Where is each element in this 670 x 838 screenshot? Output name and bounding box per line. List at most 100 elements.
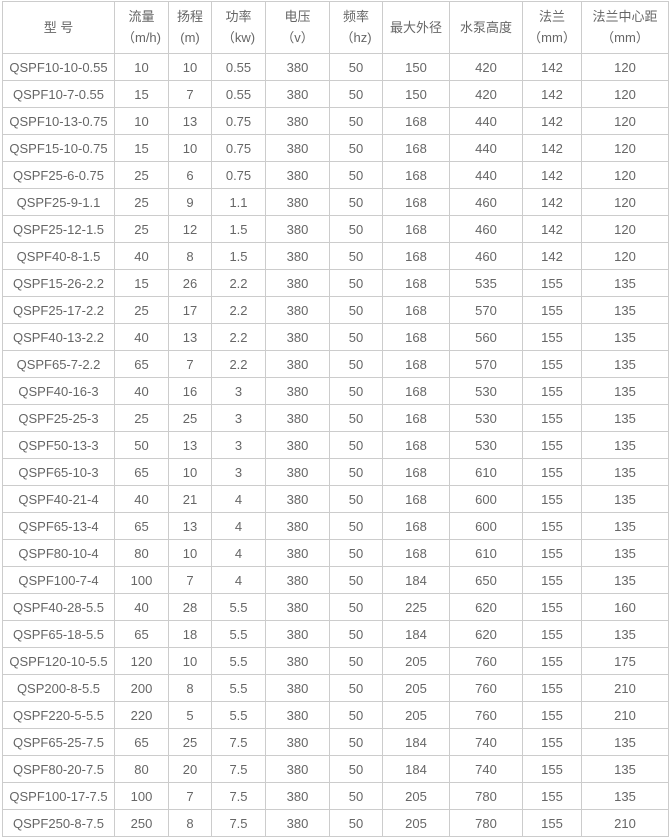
value-cell: 21 xyxy=(168,485,212,513)
column-label: 功率 xyxy=(225,9,252,24)
value-cell: 10 xyxy=(114,53,169,81)
model-cell: QSPF40-16-3 xyxy=(2,377,115,405)
value-cell: 760 xyxy=(449,647,523,675)
model-cell: QSPF15-26-2.2 xyxy=(2,269,115,297)
table-row: QSPF10-10-0.55 10 10 0.55 380 50 150 420 142 120 xyxy=(2,53,669,81)
value-cell: 530 xyxy=(449,431,523,459)
value-cell: 65 xyxy=(114,512,169,540)
value-cell: 740 xyxy=(449,728,523,756)
value-cell: 50 xyxy=(329,512,383,540)
value-cell: 205 xyxy=(382,701,450,729)
value-cell: 380 xyxy=(265,539,330,567)
value-cell: 168 xyxy=(382,350,450,378)
table-row: QSPF25-6-0.75 25 6 0.75 380 50 168 440 142 120 xyxy=(2,161,669,189)
value-cell: 380 xyxy=(265,593,330,621)
value-cell: 50 xyxy=(329,539,383,567)
value-cell: 120 xyxy=(581,215,669,243)
value-cell: 460 xyxy=(449,242,523,270)
value-cell: 4 xyxy=(211,512,266,540)
value-cell: 650 xyxy=(449,566,523,594)
value-cell: 142 xyxy=(522,134,582,162)
model-cell: QSPF25-17-2.2 xyxy=(2,296,115,324)
model-cell: QSPF40-8-1.5 xyxy=(2,242,115,270)
value-cell: 570 xyxy=(449,350,523,378)
value-cell: 142 xyxy=(522,242,582,270)
value-cell: 16 xyxy=(168,377,212,405)
value-cell: 380 xyxy=(265,215,330,243)
value-cell: 13 xyxy=(168,107,212,135)
value-cell: 3 xyxy=(211,458,266,486)
column-header: 流量 （m/h) xyxy=(114,1,169,54)
value-cell: 155 xyxy=(522,512,582,540)
value-cell: 155 xyxy=(522,377,582,405)
value-cell: 50 xyxy=(329,593,383,621)
value-cell: 380 xyxy=(265,350,330,378)
value-cell: 25 xyxy=(114,161,169,189)
value-cell: 184 xyxy=(382,728,450,756)
value-cell: 380 xyxy=(265,323,330,351)
value-cell: 200 xyxy=(114,674,169,702)
value-cell: 40 xyxy=(114,323,169,351)
value-cell: 10 xyxy=(114,107,169,135)
value-cell: 610 xyxy=(449,458,523,486)
value-cell: 0.75 xyxy=(211,107,266,135)
model-cell: QSPF25-25-3 xyxy=(2,404,115,432)
value-cell: 40 xyxy=(114,485,169,513)
value-cell: 25 xyxy=(168,404,212,432)
column-header: 最大外径 xyxy=(382,1,450,54)
column-label: 水泵高度 xyxy=(459,19,512,35)
value-cell: 10 xyxy=(168,134,212,162)
value-cell: 135 xyxy=(581,782,669,810)
value-cell: 50 xyxy=(114,431,169,459)
model-cell: QSPF25-9-1.1 xyxy=(2,188,115,216)
value-cell: 380 xyxy=(265,53,330,81)
value-cell: 135 xyxy=(581,728,669,756)
value-cell: 135 xyxy=(581,350,669,378)
value-cell: 7.5 xyxy=(211,809,266,837)
column-header: 功率 （kw) xyxy=(211,1,266,54)
value-cell: 50 xyxy=(329,161,383,189)
value-cell: 13 xyxy=(168,323,212,351)
value-cell: 135 xyxy=(581,485,669,513)
value-cell: 100 xyxy=(114,566,169,594)
value-cell: 205 xyxy=(382,809,450,837)
value-cell: 142 xyxy=(522,188,582,216)
value-cell: 10 xyxy=(168,539,212,567)
model-cell: QSPF25-12-1.5 xyxy=(2,215,115,243)
model-cell: QSPF65-7-2.2 xyxy=(2,350,115,378)
value-cell: 5.5 xyxy=(211,620,266,648)
table-row: QSPF100-17-7.5 100 7 7.5 380 50 205 780 155 135 xyxy=(2,782,669,810)
value-cell: 65 xyxy=(114,350,169,378)
value-cell: 380 xyxy=(265,161,330,189)
value-cell: 0.75 xyxy=(211,134,266,162)
table-row: QSPF15-10-0.75 15 10 0.75 380 50 168 440 142 120 xyxy=(2,134,669,162)
column-header: 扬程 (m) xyxy=(168,1,212,54)
value-cell: 7.5 xyxy=(211,782,266,810)
model-cell: QSPF100-17-7.5 xyxy=(2,782,115,810)
value-cell: 120 xyxy=(581,134,669,162)
value-cell: 184 xyxy=(382,755,450,783)
value-cell: 120 xyxy=(581,161,669,189)
value-cell: 26 xyxy=(168,269,212,297)
table-row: QSPF65-10-3 65 10 3 380 50 168 610 155 135 xyxy=(2,458,669,486)
value-cell: 380 xyxy=(265,512,330,540)
value-cell: 175 xyxy=(581,647,669,675)
table-row: QSPF40-21-4 40 21 4 380 50 168 600 155 135 xyxy=(2,485,669,513)
value-cell: 135 xyxy=(581,512,669,540)
value-cell: 135 xyxy=(581,404,669,432)
value-cell: 250 xyxy=(114,809,169,837)
value-cell: 3 xyxy=(211,404,266,432)
value-cell: 420 xyxy=(449,53,523,81)
value-cell: 155 xyxy=(522,404,582,432)
value-cell: 13 xyxy=(168,431,212,459)
table-row: QSP200-8-5.5 200 8 5.5 380 50 205 760 155 210 xyxy=(2,674,669,702)
value-cell: 50 xyxy=(329,215,383,243)
value-cell: 50 xyxy=(329,350,383,378)
model-cell: QSPF250-8-7.5 xyxy=(2,809,115,837)
value-cell: 620 xyxy=(449,620,523,648)
value-cell: 7.5 xyxy=(211,755,266,783)
value-cell: 155 xyxy=(522,755,582,783)
value-cell: 65 xyxy=(114,728,169,756)
value-cell: 380 xyxy=(265,782,330,810)
